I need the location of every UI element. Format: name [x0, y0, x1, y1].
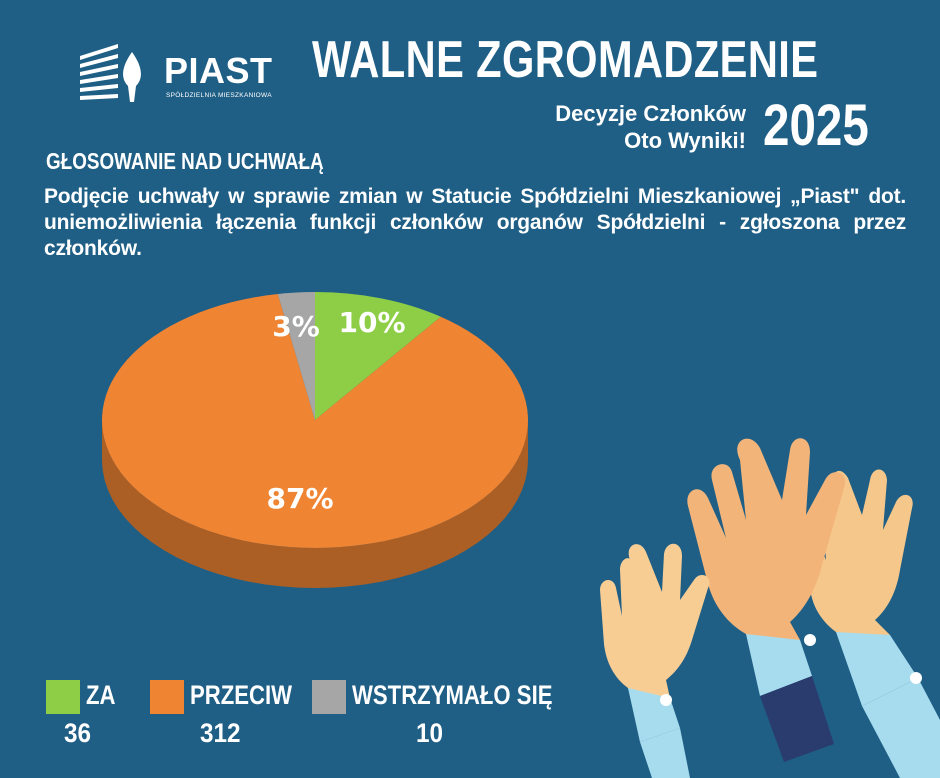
legend-item-za: ZA 36	[46, 680, 146, 760]
main-title: WALNE ZGROMADZENIE	[312, 31, 819, 89]
legend-swatch-przeciw	[150, 680, 184, 714]
raised-hands-icon	[600, 438, 940, 778]
subtitle-line-1: Decyzje Członków	[555, 101, 746, 126]
pie-slice-za	[315, 292, 441, 420]
pie-slice-wstrzymało-się	[277, 292, 315, 420]
subtitle: Decyzje Członków Oto Wyniki!	[500, 100, 746, 154]
legend-item-wstrzymalo: WSTRZYMAŁO SIĘ 10	[312, 680, 572, 760]
pie-slice-przeciw	[102, 293, 529, 549]
legend-swatch-wstrzymalo	[312, 680, 346, 714]
legend-value-przeciw: 312	[200, 718, 241, 748]
pie-label-za: 10%	[338, 306, 405, 339]
pie-label-przeciw: 87%	[266, 482, 333, 515]
legend-label-przeciw: PRZECIW	[190, 680, 293, 710]
legend-value-wstrzymalo: 10	[416, 718, 444, 748]
pie-chart: 10% 87% 3%	[102, 292, 529, 588]
legend-label-wstrzymalo: WSTRZYMAŁO SIĘ	[352, 680, 553, 710]
resolution-text: Podjęcie uchwały w sprawie zmian w Statu…	[44, 185, 906, 260]
building-tree-icon	[80, 44, 141, 102]
subtitle-line-2: Oto Wyniki!	[624, 128, 746, 153]
legend-value-za: 36	[64, 718, 92, 748]
logo-subtext: SPÓŁDZIELNIA MIESZKANIOWA	[166, 92, 272, 99]
legend-swatch-za	[46, 680, 80, 714]
pie-label-wstrzymało-się: 3%	[272, 310, 320, 343]
piast-logo: PIAST SPÓŁDZIELNIA MIESZKANIOWA	[78, 44, 288, 104]
year: 2025	[763, 93, 869, 158]
pie-side-przeciw	[102, 420, 528, 588]
legend-label-za: ZA	[86, 680, 116, 710]
logo-text: PIAST	[164, 50, 273, 91]
section-heading: GŁOSOWANIE NAD UCHWAŁĄ	[46, 148, 324, 174]
legend-item-przeciw: PRZECIW 312	[150, 680, 310, 760]
